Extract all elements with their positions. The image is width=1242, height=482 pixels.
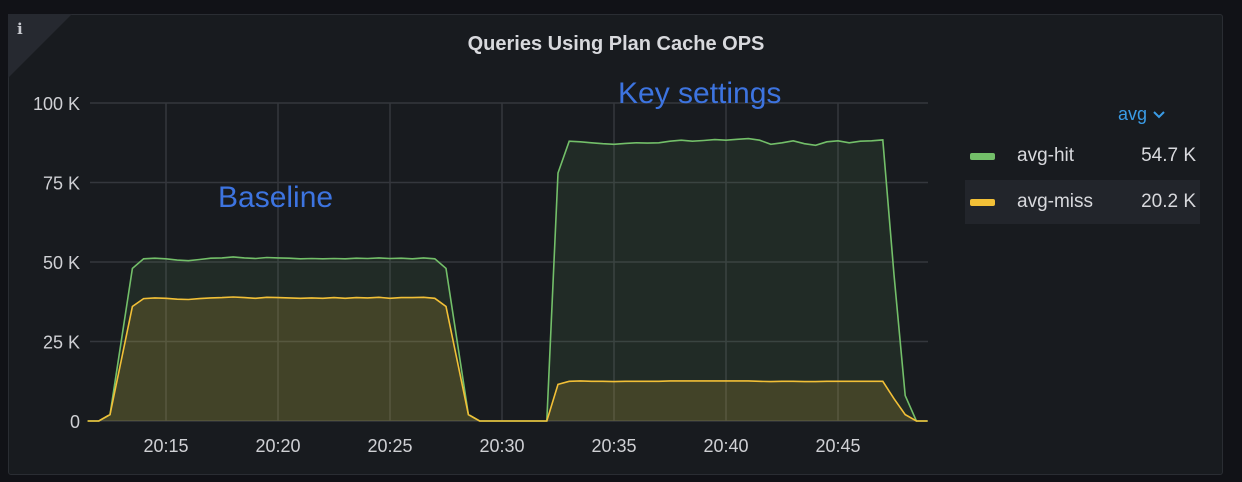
x-tick-label: 20:25 — [367, 436, 412, 456]
panel-title[interactable]: Queries Using Plan Cache OPS — [467, 33, 765, 55]
legend-item-avg-hit[interactable]: avg-hit 54.7 K — [965, 134, 1200, 178]
legend-series-name: avg-miss — [1017, 191, 1094, 212]
y-tick-label: 25 K — [43, 333, 80, 353]
legend-sort-dropdown[interactable]: avg — [1118, 104, 1165, 125]
y-tick-label: 50 K — [43, 253, 80, 273]
y-tick-label: 75 K — [43, 174, 80, 194]
x-tick-label: 20:15 — [143, 436, 188, 456]
x-tick-label: 20:40 — [703, 436, 748, 456]
series-color-swatch[interactable] — [970, 152, 995, 160]
chevron-down-icon — [1153, 110, 1165, 118]
series-area-avg-miss — [87, 297, 928, 421]
series-color-swatch[interactable] — [970, 198, 995, 206]
chart-panel — [8, 14, 1223, 475]
series-area-avg-hit — [87, 138, 928, 421]
legend-series-value: 20.2 K — [1141, 191, 1196, 212]
series-line-avg-miss — [87, 296, 928, 422]
panel-info-corner[interactable] — [8, 14, 72, 78]
y-tick-label: 0 — [70, 412, 80, 432]
x-tick-label: 20:45 — [815, 436, 860, 456]
info-icon[interactable]: i — [17, 20, 23, 38]
x-tick-label: 20:30 — [479, 436, 524, 456]
annotation-key-settings: Key settings — [618, 77, 782, 110]
legend-series-name: avg-hit — [1017, 145, 1075, 166]
x-tick-label: 20:35 — [591, 436, 636, 456]
legend-header-label: avg — [1118, 104, 1148, 124]
legend-item-avg-miss[interactable]: avg-miss 20.2 K — [965, 180, 1200, 224]
y-tick-label: 100 K — [33, 94, 80, 114]
x-tick-label: 20:20 — [255, 436, 300, 456]
legend-series-value: 54.7 K — [1141, 145, 1196, 166]
annotation-baseline: Baseline — [218, 181, 334, 214]
